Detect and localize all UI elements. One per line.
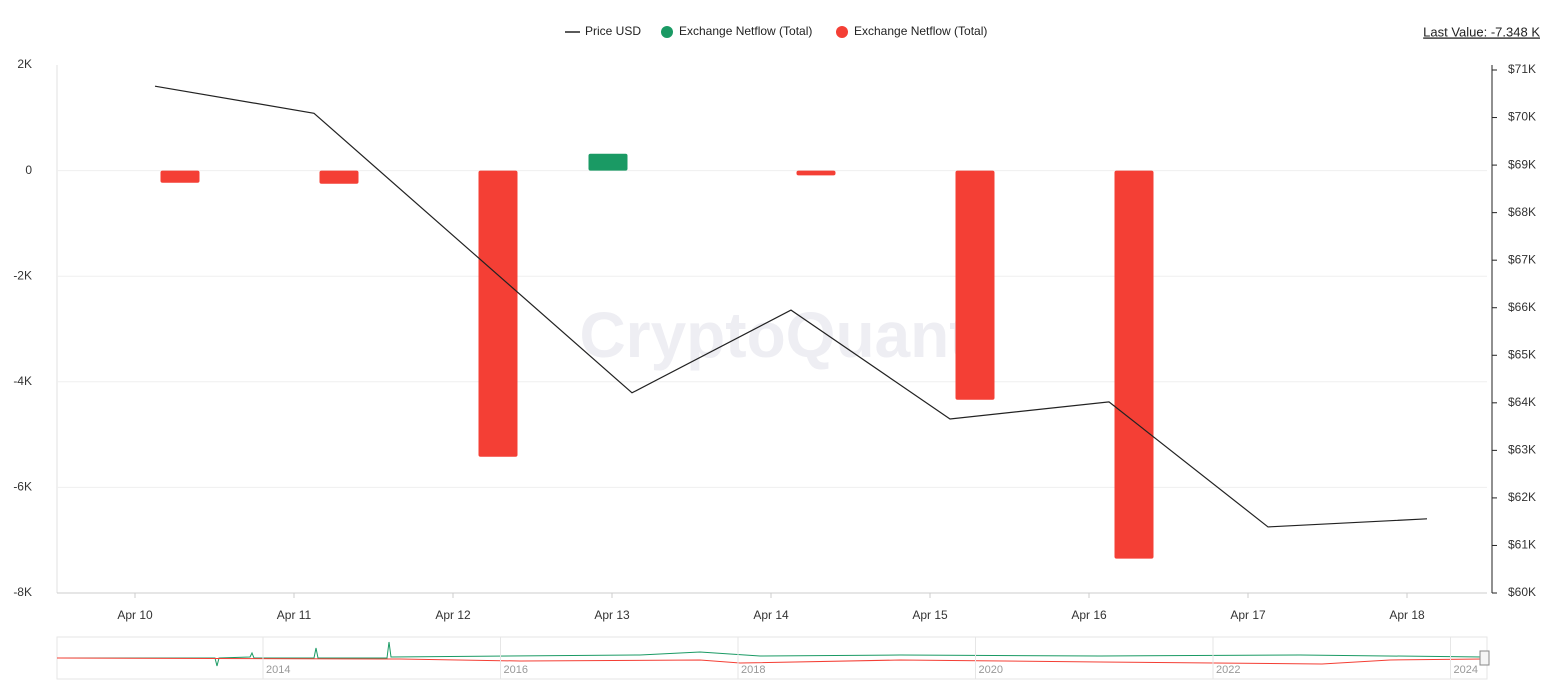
x-tick-label: Apr 17 — [1230, 608, 1266, 622]
bar — [588, 153, 628, 171]
legend: Price USD Exchange Netflow (Total) Exchang… — [565, 24, 987, 38]
navigator-line — [57, 641, 1484, 667]
legend-label[interactable]: Exchange Netflow (Total) — [679, 24, 812, 38]
watermark: CryptoQuant — [579, 299, 970, 371]
y2-tick-label: $64K — [1508, 395, 1536, 409]
x-tick-label: Apr 13 — [594, 608, 630, 622]
price-line — [154, 85, 1428, 528]
x-tick-label: Apr 11 — [277, 608, 312, 622]
y2-tick-label: $71K — [1508, 62, 1536, 76]
y2-tick-label: $61K — [1508, 538, 1536, 552]
x-tick-label: Apr 14 — [753, 608, 789, 622]
navigator-label: 2020 — [979, 664, 1003, 676]
navigator-label: 2016 — [504, 664, 528, 676]
legend-swatch — [836, 26, 848, 38]
y-tick-label: -6K — [13, 480, 32, 494]
x-tick-label: Apr 18 — [1389, 608, 1425, 622]
legend-label[interactable]: Price USD — [585, 24, 641, 38]
navigator-label: 2022 — [1216, 664, 1240, 676]
legend-label[interactable]: Exchange Netflow (Total) — [854, 24, 987, 38]
y2-tick-label: $68K — [1508, 205, 1536, 219]
x-tick-label: Apr 15 — [912, 608, 948, 622]
y-tick-label: -4K — [13, 374, 32, 388]
navigator-label: 2014 — [266, 664, 290, 676]
x-tick-label: Apr 10 — [117, 608, 153, 622]
y2-tick-label: $67K — [1508, 252, 1536, 266]
bar — [1114, 170, 1154, 559]
navigator-handle[interactable] — [1479, 650, 1490, 666]
y-tick-label: -8K — [13, 585, 32, 599]
navigator-label: 2024 — [1454, 664, 1478, 676]
x-tick-label: Apr 12 — [435, 608, 471, 622]
y2-tick-label: $69K — [1508, 157, 1536, 171]
legend-swatch — [661, 26, 673, 38]
y2-tick-label: $70K — [1508, 110, 1536, 124]
x-tick-label: Apr 16 — [1071, 608, 1107, 622]
bar — [319, 170, 359, 184]
y-tick-label: 2K — [17, 57, 32, 71]
bar — [796, 170, 836, 176]
y-tick-label: -2K — [13, 268, 32, 282]
bar — [955, 170, 995, 400]
bar — [478, 170, 518, 457]
navigator-line — [56, 657, 1484, 665]
y2-tick-label: $65K — [1508, 347, 1536, 361]
y2-tick-label: $60K — [1508, 585, 1536, 599]
bar — [160, 170, 200, 183]
navigator-label: 2018 — [741, 664, 765, 676]
y2-tick-label: $63K — [1508, 443, 1536, 457]
y2-tick-label: $66K — [1508, 300, 1536, 314]
y-tick-label: 0 — [25, 163, 32, 177]
y2-tick-label: $62K — [1508, 490, 1536, 504]
last-value[interactable]: Last Value: -7.348 K — [1423, 24, 1540, 39]
